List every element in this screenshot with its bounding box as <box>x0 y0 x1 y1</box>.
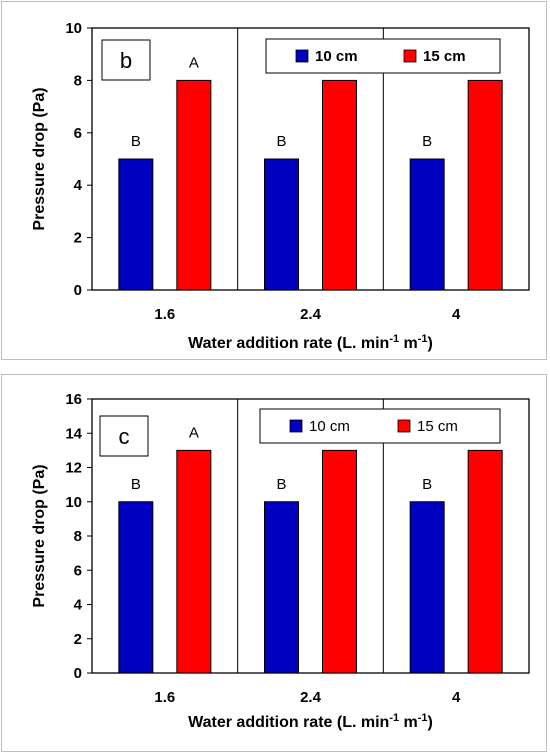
bar-15-cm-4 <box>467 449 503 674</box>
significance-letter: B <box>422 476 432 493</box>
chart-c-svg: 0 2 4 6 8 10 12 14 16 B A 1.6 B 2.4 B 4 c 10 cm 15 cm Press… <box>31 391 530 731</box>
x-axis-label-part: Water addition rate (L. min <box>188 335 389 352</box>
panel-label: b <box>120 48 132 73</box>
panel-label-box <box>101 39 151 81</box>
y-tick-label: 14 <box>65 425 82 442</box>
x-axis-label: Water addition rate (L. min-1 m-1) <box>188 712 433 731</box>
legend-swatch <box>397 419 411 433</box>
significance-letter: A <box>189 424 199 441</box>
legend-swatch <box>295 49 309 63</box>
legend-box <box>265 38 501 74</box>
y-axis-label: Pressure drop (Pa) <box>31 464 48 607</box>
legend-label: 10 cm <box>309 418 350 435</box>
bar-15-cm-4 <box>467 79 503 291</box>
bar-10-cm-4 <box>409 501 445 674</box>
bar-15-cm-2.4 <box>322 449 357 674</box>
x-axis-label-part: Water addition rate (L. min <box>188 714 389 731</box>
y-axis-label: Pressure drop (Pa) <box>31 87 48 230</box>
y-tick-label: 4 <box>74 597 83 614</box>
y-tick-label: 10 <box>65 20 82 37</box>
x-axis-label-superscript: -1 <box>418 333 428 345</box>
legend-swatch <box>403 49 417 63</box>
y-tick-label: 10 <box>65 494 82 511</box>
bar-15-cm-2.4 <box>322 79 357 291</box>
bar-15-cm-1.6 <box>176 79 212 291</box>
x-axis-label-superscript: -1 <box>418 712 428 724</box>
y-tick-label: 4 <box>74 177 83 194</box>
y-tick-label: 16 <box>65 391 82 408</box>
y-tick-label: 6 <box>74 562 82 579</box>
x-axis-label-part: ) <box>428 335 433 352</box>
legend-label: 15 cm <box>423 48 466 65</box>
legend-swatch <box>289 419 303 433</box>
legend-box <box>259 408 501 444</box>
significance-letter: B <box>276 133 286 150</box>
significance-letter: B <box>131 476 141 493</box>
panel-label: c <box>119 424 130 449</box>
x-tick-label: 2.4 <box>300 306 322 323</box>
significance-letter: B <box>131 133 141 150</box>
y-tick-label: 12 <box>65 460 82 477</box>
x-axis-label-superscript: -1 <box>389 333 399 345</box>
bar-10-cm-4 <box>409 158 445 291</box>
bar-10-cm-1.6 <box>118 501 154 674</box>
x-tick-label: 4 <box>452 689 461 706</box>
legend-label: 10 cm <box>315 48 358 65</box>
significance-letter: B <box>422 133 432 150</box>
chart-panel-c: 0 2 4 6 8 10 12 14 16 B A 1.6 B 2.4 B 4 c 10 cm 15 cm Press… <box>1 374 547 752</box>
bar-10-cm-2.4 <box>264 501 299 674</box>
x-tick-label: 1.6 <box>154 306 175 323</box>
y-tick-label: 8 <box>74 72 82 89</box>
x-tick-label: 1.6 <box>154 689 175 706</box>
panel-label-box <box>99 415 149 457</box>
significance-letter: B <box>276 476 286 493</box>
x-axis-label-part: ) <box>428 714 433 731</box>
y-tick-label: 6 <box>74 125 82 142</box>
bar-10-cm-1.6 <box>118 158 154 291</box>
bar-15-cm-1.6 <box>176 449 212 674</box>
y-tick-label: 8 <box>74 528 82 545</box>
plot-frame <box>91 27 530 291</box>
x-axis-label-superscript: -1 <box>389 712 399 724</box>
bar-10-cm-2.4 <box>264 158 299 291</box>
y-tick-label: 0 <box>74 665 82 682</box>
y-tick-label: 0 <box>74 282 82 299</box>
x-tick-label: 2.4 <box>300 689 322 706</box>
chart-b-svg: 0 2 4 6 8 10 B A 1.6 B 2.4 B 4 b 10 cm 15 cm Pressure dr… <box>31 20 530 352</box>
x-axis-label-part: m <box>399 335 418 352</box>
significance-letter: A <box>189 54 199 71</box>
y-tick-label: 2 <box>74 631 82 648</box>
chart-panel-b: 0 2 4 6 8 10 B A 1.6 B 2.4 B 4 b 10 cm 15 cm Pressure dr… <box>1 1 547 360</box>
x-axis-label: Water addition rate (L. min-1 m-1) <box>188 333 433 352</box>
x-tick-label: 4 <box>452 306 461 323</box>
legend-label: 15 cm <box>417 418 458 435</box>
y-tick-label: 2 <box>74 230 82 247</box>
x-axis-label-part: m <box>399 714 418 731</box>
